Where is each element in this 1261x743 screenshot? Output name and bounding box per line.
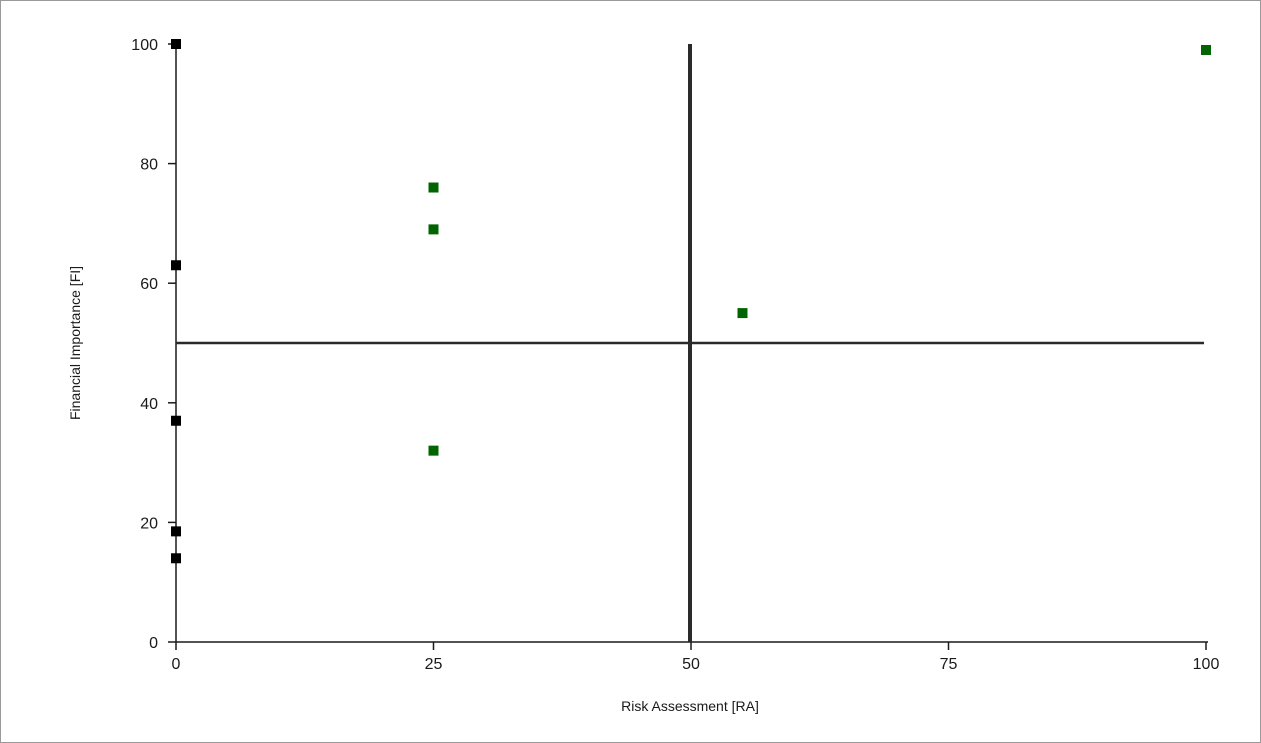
ticks: 0 25 50 75 100 0 20 40 60 80 100 bbox=[131, 37, 1219, 673]
data-point bbox=[171, 553, 181, 564]
x-tick-label: 100 bbox=[1193, 656, 1220, 673]
y-tick-label: 20 bbox=[140, 515, 158, 532]
data-point bbox=[737, 308, 748, 319]
data-point bbox=[171, 526, 181, 537]
y-tick-label: 40 bbox=[140, 396, 158, 413]
x-axis-title: Risk Assessment [RA] bbox=[621, 698, 759, 714]
data-point bbox=[171, 39, 181, 49]
x-tick-label: 50 bbox=[682, 656, 700, 673]
data-point bbox=[428, 182, 439, 193]
y-tick-label: 0 bbox=[149, 635, 158, 652]
data-point bbox=[1201, 44, 1211, 55]
y-tick-label: 80 bbox=[140, 157, 158, 174]
data-point bbox=[171, 260, 181, 271]
data-points bbox=[171, 39, 1211, 564]
y-tick-label: 100 bbox=[131, 37, 158, 54]
x-tick-label: 0 bbox=[172, 656, 181, 673]
x-tick-label: 75 bbox=[940, 656, 958, 673]
y-axis-title: Financial Importance [FI] bbox=[67, 266, 83, 420]
data-point bbox=[171, 415, 181, 426]
reference-lines bbox=[176, 44, 1204, 642]
data-point bbox=[428, 224, 439, 235]
x-tick-label: 25 bbox=[425, 656, 443, 673]
y-tick-label: 60 bbox=[140, 276, 158, 293]
data-point bbox=[428, 445, 439, 456]
